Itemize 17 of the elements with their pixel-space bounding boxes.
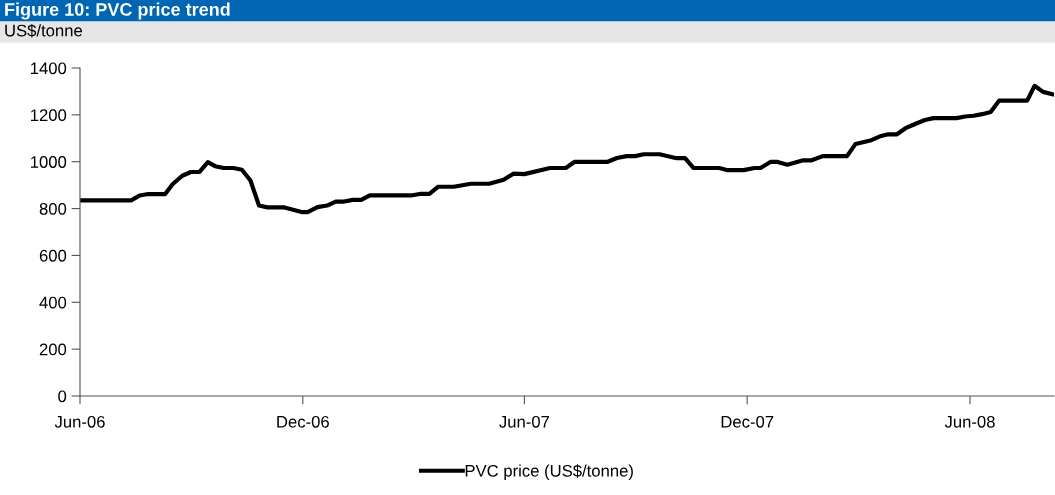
y-tick-label: 800: [39, 202, 67, 215]
y-tick-label: 200: [39, 343, 67, 356]
y-tick-label: 400: [39, 296, 67, 309]
y-tick-label: 1400: [31, 62, 67, 75]
chart-title: Figure 10: PVC price trend: [5, 2, 230, 20]
y-axis-title: US$/tonne: [5, 23, 83, 38]
line-series: [80, 83, 1054, 215]
x-tick-label: Dec-07: [721, 415, 774, 428]
y-tick-label: 0: [58, 390, 67, 403]
legend-label: PVC price (US$/tonne): [465, 464, 633, 480]
y-tick-label: 600: [39, 249, 67, 262]
y-tick-label: 1000: [31, 156, 67, 168]
x-tick-label: Jun-08: [944, 415, 995, 428]
x-tick-label: Dec-06: [277, 415, 329, 428]
x-tick-label: Jun-07: [499, 415, 550, 428]
y-tick-label: 1200: [31, 109, 67, 122]
x-tick-label: Jun-06: [54, 415, 105, 428]
